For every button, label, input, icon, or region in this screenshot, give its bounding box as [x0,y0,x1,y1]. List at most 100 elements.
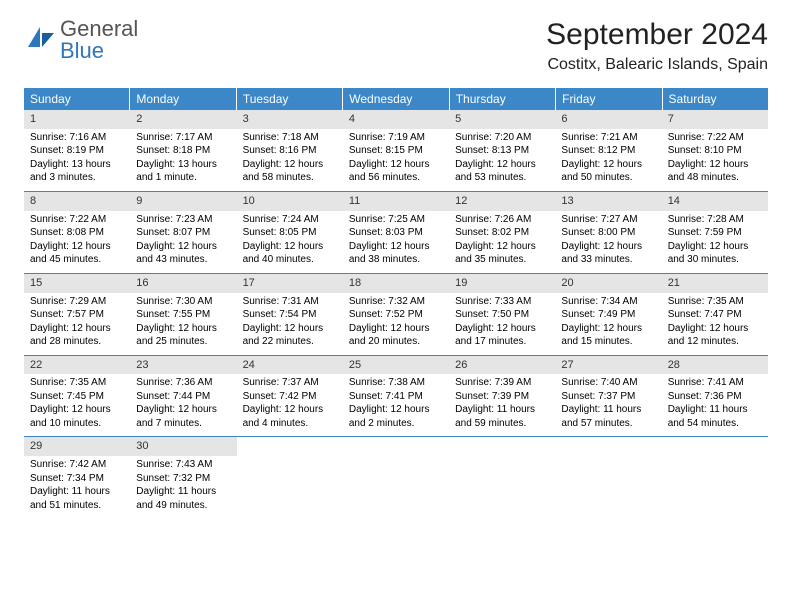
day-cell: 21Sunrise: 7:35 AMSunset: 7:47 PMDayligh… [662,274,768,355]
day-number: 9 [130,192,236,211]
daylight-line1: Daylight: 12 hours [455,322,549,336]
day-body: Sunrise: 7:31 AMSunset: 7:54 PMDaylight:… [237,293,343,355]
sunset-text: Sunset: 8:05 PM [243,226,337,240]
day-number: 24 [237,356,343,375]
day-body: Sunrise: 7:37 AMSunset: 7:42 PMDaylight:… [237,374,343,436]
sunrise-text: Sunrise: 7:41 AM [668,376,762,390]
day-body: Sunrise: 7:21 AMSunset: 8:12 PMDaylight:… [555,129,661,191]
sunrise-text: Sunrise: 7:27 AM [561,213,655,227]
day-cell: 27Sunrise: 7:40 AMSunset: 7:37 PMDayligh… [555,356,661,437]
week-row: 8Sunrise: 7:22 AMSunset: 8:08 PMDaylight… [24,192,768,274]
daylight-line1: Daylight: 13 hours [136,158,230,172]
sunset-text: Sunset: 7:59 PM [668,226,762,240]
day-body: Sunrise: 7:39 AMSunset: 7:39 PMDaylight:… [449,374,555,436]
day-cell [662,437,768,518]
sunrise-text: Sunrise: 7:21 AM [561,131,655,145]
weekday-header: Tuesday [237,88,343,110]
day-body: Sunrise: 7:41 AMSunset: 7:36 PMDaylight:… [662,374,768,436]
day-cell: 6Sunrise: 7:21 AMSunset: 8:12 PMDaylight… [555,110,661,191]
sunrise-text: Sunrise: 7:36 AM [136,376,230,390]
sunrise-text: Sunrise: 7:42 AM [30,458,124,472]
day-number: 16 [130,274,236,293]
day-number: 17 [237,274,343,293]
sunset-text: Sunset: 8:10 PM [668,144,762,158]
title-block: September 2024 Costitx, Balearic Islands… [546,18,768,74]
weekday-header: Saturday [663,88,768,110]
header: General Blue September 2024 Costitx, Bal… [24,18,768,74]
daylight-line1: Daylight: 11 hours [668,403,762,417]
day-body: Sunrise: 7:25 AMSunset: 8:03 PMDaylight:… [343,211,449,273]
logo-text-blue: Blue [60,38,104,63]
day-number: 29 [24,437,130,456]
daylight-line1: Daylight: 11 hours [136,485,230,499]
sunrise-text: Sunrise: 7:28 AM [668,213,762,227]
day-cell [555,437,661,518]
daylight-line1: Daylight: 13 hours [30,158,124,172]
day-number: 28 [662,356,768,375]
daylight-line1: Daylight: 12 hours [136,322,230,336]
day-body: Sunrise: 7:35 AMSunset: 7:45 PMDaylight:… [24,374,130,436]
sunrise-text: Sunrise: 7:35 AM [30,376,124,390]
day-body: Sunrise: 7:43 AMSunset: 7:32 PMDaylight:… [130,456,236,518]
day-body: Sunrise: 7:33 AMSunset: 7:50 PMDaylight:… [449,293,555,355]
weekday-header: Thursday [450,88,556,110]
weeks-container: 1Sunrise: 7:16 AMSunset: 8:19 PMDaylight… [24,110,768,518]
week-row: 15Sunrise: 7:29 AMSunset: 7:57 PMDayligh… [24,274,768,356]
sunset-text: Sunset: 7:54 PM [243,308,337,322]
day-body: Sunrise: 7:30 AMSunset: 7:55 PMDaylight:… [130,293,236,355]
daylight-line2: and 51 minutes. [30,499,124,513]
weekday-header: Sunday [24,88,130,110]
sunset-text: Sunset: 7:39 PM [455,390,549,404]
day-cell [449,437,555,518]
daylight-line2: and 7 minutes. [136,417,230,431]
daylight-line2: and 43 minutes. [136,253,230,267]
daylight-line2: and 35 minutes. [455,253,549,267]
daylight-line1: Daylight: 11 hours [561,403,655,417]
daylight-line1: Daylight: 12 hours [349,322,443,336]
daylight-line2: and 58 minutes. [243,171,337,185]
day-number: 21 [662,274,768,293]
day-cell: 16Sunrise: 7:30 AMSunset: 7:55 PMDayligh… [130,274,236,355]
day-cell: 19Sunrise: 7:33 AMSunset: 7:50 PMDayligh… [449,274,555,355]
sunrise-text: Sunrise: 7:29 AM [30,295,124,309]
day-cell: 13Sunrise: 7:27 AMSunset: 8:00 PMDayligh… [555,192,661,273]
day-number: 26 [449,356,555,375]
daylight-line1: Daylight: 12 hours [349,240,443,254]
daylight-line1: Daylight: 12 hours [243,322,337,336]
weekday-header: Monday [130,88,236,110]
day-number: 2 [130,110,236,129]
day-body: Sunrise: 7:17 AMSunset: 8:18 PMDaylight:… [130,129,236,191]
sunset-text: Sunset: 8:16 PM [243,144,337,158]
daylight-line2: and 38 minutes. [349,253,443,267]
day-body: Sunrise: 7:38 AMSunset: 7:41 PMDaylight:… [343,374,449,436]
sunrise-text: Sunrise: 7:17 AM [136,131,230,145]
day-body: Sunrise: 7:32 AMSunset: 7:52 PMDaylight:… [343,293,449,355]
day-cell: 18Sunrise: 7:32 AMSunset: 7:52 PMDayligh… [343,274,449,355]
sunrise-text: Sunrise: 7:24 AM [243,213,337,227]
sunrise-text: Sunrise: 7:34 AM [561,295,655,309]
weekday-header: Wednesday [343,88,449,110]
daylight-line2: and 57 minutes. [561,417,655,431]
day-number: 13 [555,192,661,211]
sunset-text: Sunset: 7:36 PM [668,390,762,404]
sunrise-text: Sunrise: 7:22 AM [30,213,124,227]
day-cell: 1Sunrise: 7:16 AMSunset: 8:19 PMDaylight… [24,110,130,191]
weekday-header-row: SundayMondayTuesdayWednesdayThursdayFrid… [24,88,768,110]
day-cell: 26Sunrise: 7:39 AMSunset: 7:39 PMDayligh… [449,356,555,437]
day-body: Sunrise: 7:19 AMSunset: 8:15 PMDaylight:… [343,129,449,191]
daylight-line1: Daylight: 12 hours [30,322,124,336]
sunset-text: Sunset: 7:37 PM [561,390,655,404]
day-cell: 28Sunrise: 7:41 AMSunset: 7:36 PMDayligh… [662,356,768,437]
sunset-text: Sunset: 7:55 PM [136,308,230,322]
day-number: 15 [24,274,130,293]
day-body: Sunrise: 7:23 AMSunset: 8:07 PMDaylight:… [130,211,236,273]
sunset-text: Sunset: 8:18 PM [136,144,230,158]
day-number: 8 [24,192,130,211]
day-cell: 29Sunrise: 7:42 AMSunset: 7:34 PMDayligh… [24,437,130,518]
day-body: Sunrise: 7:24 AMSunset: 8:05 PMDaylight:… [237,211,343,273]
day-number: 11 [343,192,449,211]
day-cell: 24Sunrise: 7:37 AMSunset: 7:42 PMDayligh… [237,356,343,437]
daylight-line2: and 15 minutes. [561,335,655,349]
day-cell: 23Sunrise: 7:36 AMSunset: 7:44 PMDayligh… [130,356,236,437]
day-body: Sunrise: 7:35 AMSunset: 7:47 PMDaylight:… [662,293,768,355]
